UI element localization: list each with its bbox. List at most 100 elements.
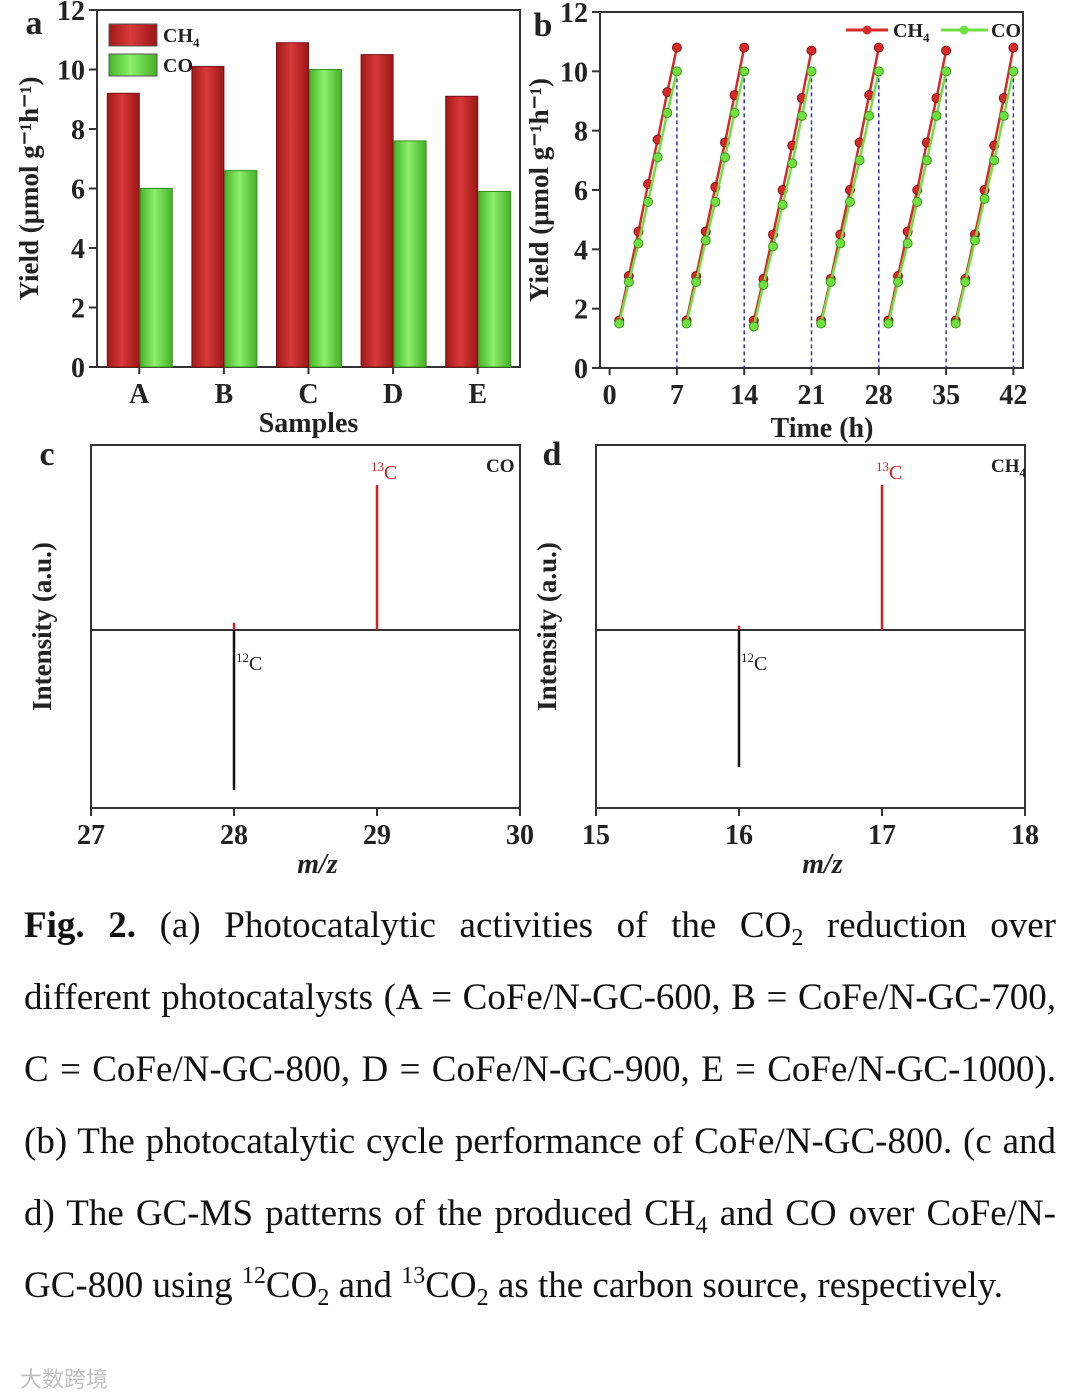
point-co [748, 321, 759, 332]
panel-title: CO [486, 456, 515, 477]
x-tick-label: 29 [363, 820, 391, 851]
panel-c: 27 28 29 30 13C 12C CO m/z Intensity (a.u.) c [27, 436, 534, 880]
plot-frame [595, 444, 1026, 809]
caption-text: (a) Photocatalytic activities of the CO [135, 905, 792, 946]
point-co [979, 193, 990, 204]
point-co [941, 66, 952, 77]
legend-marker-co [959, 25, 969, 35]
x-tick-label: 21 [798, 380, 826, 411]
legend-label-co: CO [991, 20, 1021, 42]
y-tick-label: 12 [57, 0, 85, 27]
caption-text: 13 [401, 1263, 426, 1289]
point-co [902, 238, 913, 249]
x-tick-label: A [129, 379, 150, 410]
caption-text: 4 [695, 1213, 708, 1239]
point-ch4 [671, 42, 682, 53]
caption-text: 2 [476, 1285, 489, 1311]
caption-text: 2 [317, 1285, 330, 1311]
point-co [960, 276, 971, 287]
point-ch4 [739, 42, 750, 53]
point-co [729, 107, 740, 118]
bar-co-C [309, 69, 342, 368]
x-tick-label: D [383, 379, 403, 410]
legend-label-ch4: CH4 [893, 20, 930, 45]
point-co [787, 158, 798, 169]
y-tick-label: 12 [560, 0, 588, 29]
point-ch4 [941, 45, 952, 56]
caption-text: 12 [241, 1263, 266, 1289]
plot-frame [90, 444, 521, 809]
point-co [777, 199, 788, 210]
point-co [931, 110, 942, 121]
bar-co-A [139, 188, 173, 368]
figure-caption: Fig. 2. (a) Photocatalytic activities of… [24, 890, 1056, 1322]
x-axis-label: Time (h) [771, 413, 874, 444]
point-co [825, 276, 836, 287]
point-co [671, 66, 682, 77]
point-co [614, 318, 625, 329]
point-co [989, 155, 1000, 166]
bar-ch4-B [191, 66, 225, 368]
plot-frame [599, 11, 1024, 369]
y-tick-label: 8 [71, 115, 85, 146]
y-axis-label: Intensity (a.u.) [27, 542, 57, 711]
y-tick-label: 10 [560, 57, 588, 88]
point-co [623, 276, 634, 287]
figure: 0 2 4 6 8 10 12 A B C D E Samples Yield (μmol g⁻¹h⁻¹)… [14, 0, 1039, 880]
point-co [854, 155, 865, 166]
caption-text: CO [425, 1265, 477, 1306]
x-tick-label: 17 [868, 820, 896, 851]
panel-d: 15 16 17 18 13C 12C CH4 m/z Intensity (a.u.) d [532, 436, 1039, 880]
point-co [912, 196, 923, 207]
point-co [835, 238, 846, 249]
caption-text: 2 [791, 925, 804, 951]
point-co [806, 66, 817, 77]
x-tick-label: 30 [506, 820, 534, 851]
x-tick-label: 27 [77, 820, 105, 851]
caption-text: and CO over CoFe/N-GC-800 using [24, 1193, 1056, 1306]
peak-label-13c: 13C [371, 459, 397, 484]
point-co [873, 66, 884, 77]
y-tick-label: 8 [574, 117, 588, 148]
point-co [844, 196, 855, 207]
y-axis-label: Yield (μmol g⁻¹h⁻¹) [524, 78, 554, 302]
x-tick-label: 0 [603, 380, 617, 411]
point-co [700, 235, 711, 246]
point-ch4 [806, 45, 817, 56]
x-tick-label: 14 [730, 380, 758, 411]
x-tick-label: 28 [865, 380, 893, 411]
y-tick-label: 2 [574, 295, 588, 326]
point-co [864, 110, 875, 121]
point-co [998, 110, 1009, 121]
point-co [1008, 66, 1019, 77]
panel-letter-d: d [543, 436, 562, 473]
panel-b: 0 2 4 6 8 10 12 0 7 14 21 28 35 42 Time (h) Yield (μmol… [524, 0, 1027, 444]
x-tick-label: E [468, 379, 487, 410]
panel-a: 0 2 4 6 8 10 12 A B C D E Samples Yield (μmol g⁻¹h⁻¹)… [14, 0, 521, 439]
legend-label-co: CO [163, 55, 193, 77]
x-tick-label: B [215, 379, 234, 410]
point-co [719, 152, 730, 163]
bar-co-D [393, 140, 427, 368]
point-co [816, 318, 827, 329]
bar-ch4-D [360, 54, 394, 368]
caption-fig-label: Fig. 2. [24, 905, 136, 946]
x-axis-label: m/z [802, 849, 843, 880]
peak-label-13c: 13C [876, 459, 902, 484]
point-ch4 [873, 42, 884, 53]
x-tick-label: 42 [999, 380, 1027, 411]
panel-letter-a: a [26, 5, 43, 42]
y-axis-label: Yield (μmol g⁻¹h⁻¹) [14, 77, 44, 301]
y-tick-label: 10 [57, 56, 85, 87]
legend-label-ch4: CH4 [163, 25, 200, 50]
y-tick-label: 0 [574, 354, 588, 385]
y-tick-label: 4 [574, 235, 588, 266]
x-tick-label: 28 [220, 820, 248, 851]
legend-swatch-co [108, 53, 158, 77]
point-co [652, 152, 663, 163]
point-co [796, 110, 807, 121]
x-tick-label: 35 [932, 380, 960, 411]
legend-swatch-ch4 [108, 23, 158, 47]
bar-ch4-C [276, 42, 309, 368]
point-co [710, 196, 721, 207]
